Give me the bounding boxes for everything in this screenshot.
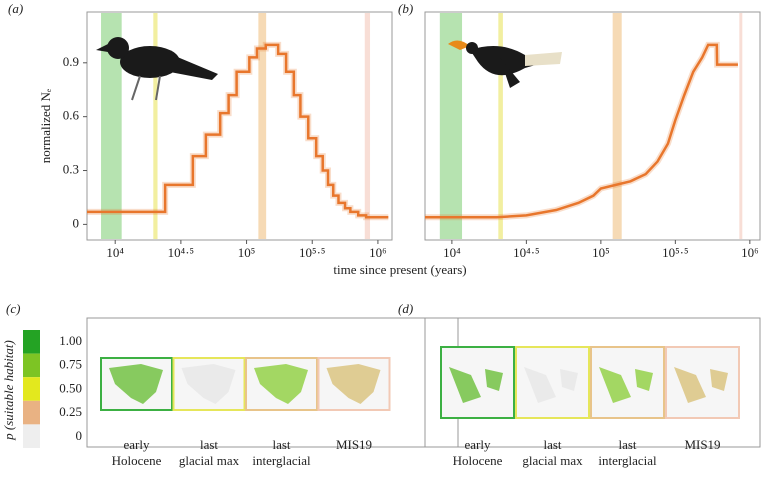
ne-halo xyxy=(425,41,738,221)
x-tick-label: 10⁵ xyxy=(238,245,256,260)
x-tick-label: 10⁶ xyxy=(369,245,387,260)
period-band xyxy=(612,13,622,239)
map-background xyxy=(666,347,739,418)
period-band xyxy=(101,13,122,239)
frame-d xyxy=(424,317,761,448)
map-border xyxy=(440,346,515,419)
map-label: glacial max xyxy=(522,453,583,468)
map-label: last xyxy=(200,437,218,452)
x-tick-label: 10⁵ xyxy=(592,245,610,260)
map-label: last xyxy=(618,437,636,452)
panel-label: (a) xyxy=(8,1,23,16)
map-border xyxy=(665,346,740,419)
map-land xyxy=(109,364,163,404)
map-background xyxy=(441,347,514,418)
panel-label: (d) xyxy=(398,301,413,316)
colorbar-block xyxy=(23,400,40,425)
ne-line xyxy=(87,43,389,219)
ne-line xyxy=(425,43,738,219)
hornbill-illustration xyxy=(448,40,562,88)
colorbar-block xyxy=(23,424,40,448)
y-tick-label: 0.9 xyxy=(63,54,79,69)
map-label: interglacial xyxy=(598,453,657,468)
y-axis-label: normalized Nₑ xyxy=(38,88,53,163)
map-border xyxy=(317,357,391,411)
x-tick-label: 10⁴·⁵ xyxy=(168,245,194,260)
map-label: Holocene xyxy=(112,453,162,468)
map-land xyxy=(326,364,381,404)
x-tick-label: 10⁴ xyxy=(443,245,461,260)
colorbar-tick-label: 0 xyxy=(76,428,83,443)
map-land xyxy=(449,367,503,403)
panel-label: (b) xyxy=(398,1,413,16)
period-band xyxy=(153,13,158,239)
map-border xyxy=(172,357,246,411)
map-border xyxy=(515,346,590,419)
map-land xyxy=(524,367,578,403)
x-tick-label: 10⁴ xyxy=(106,245,124,260)
x-tick-label: 10⁶ xyxy=(741,245,759,260)
map-label: early xyxy=(465,437,491,452)
x-tick-label: 10⁵·⁵ xyxy=(662,245,688,260)
map-background xyxy=(591,347,664,418)
y-tick-label: 0 xyxy=(73,215,80,230)
map-border xyxy=(100,357,173,411)
colorbar-block xyxy=(23,330,40,354)
colorbar-tick-label: 1.00 xyxy=(59,333,82,348)
map-label: early xyxy=(124,437,150,452)
crow-illustration xyxy=(96,37,218,101)
period-band xyxy=(739,13,743,239)
colorbar-block xyxy=(23,353,40,378)
plot-layer: (a) 10⁴ 10⁴·⁵ 10⁵ 10⁵·⁵ 10⁶ 0 0.3 0.6 0.9 normaliz… xyxy=(1,1,759,468)
colorbar-label: p (suitable habitat) xyxy=(1,340,16,441)
map-label: last xyxy=(543,437,561,452)
map-label: Holocene xyxy=(453,453,503,468)
map-background xyxy=(516,347,589,418)
x-axis-label: time since present (years) xyxy=(333,262,466,277)
map-label: glacial max xyxy=(179,453,240,468)
x-tick-label: 10⁵·⁵ xyxy=(299,245,325,260)
y-tick-label: 0.3 xyxy=(63,162,79,177)
frame-a xyxy=(86,11,393,241)
map-land xyxy=(599,367,653,403)
panel-label: (c) xyxy=(6,301,20,316)
map-label: interglacial xyxy=(252,453,311,468)
colorbar-tick-label: 0.25 xyxy=(59,404,82,419)
x-tick-label: 10⁴·⁵ xyxy=(513,245,539,260)
map-land xyxy=(674,367,728,403)
period-band xyxy=(498,13,503,239)
map-label: MIS19 xyxy=(336,437,372,452)
period-band xyxy=(364,13,371,239)
map-land xyxy=(254,364,308,404)
colorbar-block xyxy=(23,377,40,401)
colorbar-tick-label: 0.50 xyxy=(59,380,82,395)
colorbar-tick-label: 0.75 xyxy=(59,357,82,372)
frame-b xyxy=(424,11,761,241)
period-band xyxy=(439,13,463,239)
period-band xyxy=(258,13,267,239)
map-label: MIS19 xyxy=(684,437,720,452)
y-tick-label: 0.6 xyxy=(63,108,80,123)
map-border xyxy=(590,346,665,419)
map-label: last xyxy=(272,437,290,452)
map-border xyxy=(245,357,318,411)
map-land xyxy=(181,364,236,404)
